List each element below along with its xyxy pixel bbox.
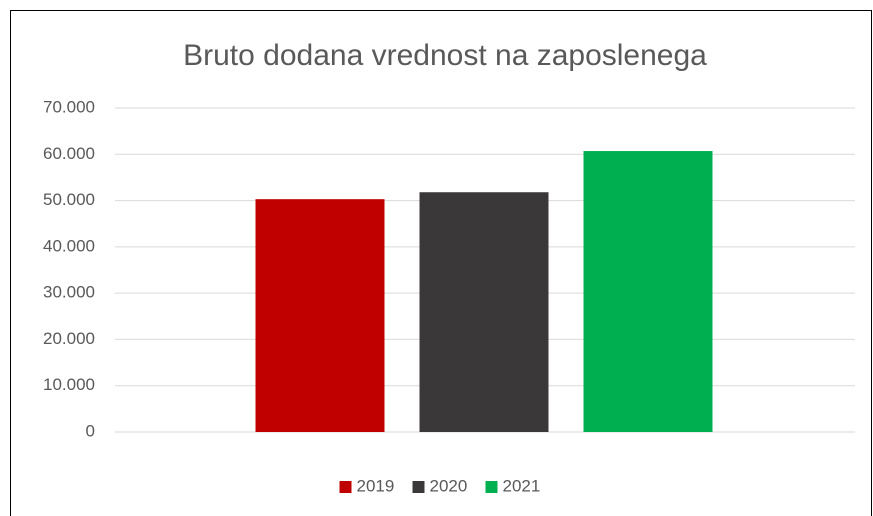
y-tick-label: 40.000 bbox=[43, 236, 95, 255]
legend-swatch bbox=[412, 481, 425, 493]
y-tick-label: 70.000 bbox=[43, 97, 95, 116]
y-tick-label: 10.000 bbox=[43, 375, 95, 394]
legend-label: 2019 bbox=[357, 476, 395, 495]
legend-swatch bbox=[339, 481, 352, 493]
legend-label: 2020 bbox=[430, 476, 468, 495]
bar bbox=[255, 199, 385, 432]
bar bbox=[419, 192, 549, 432]
y-tick-label: 60.000 bbox=[43, 144, 95, 163]
y-tick-label: 20.000 bbox=[43, 329, 95, 348]
chart-title: Bruto dodana vrednost na zaposlenega bbox=[183, 39, 707, 72]
legend-swatch bbox=[485, 481, 498, 493]
legend-label: 2021 bbox=[503, 476, 541, 495]
y-tick-label: 30.000 bbox=[43, 283, 95, 302]
y-tick-label: 50.000 bbox=[43, 190, 95, 209]
bar bbox=[583, 151, 713, 432]
y-tick-label: 0 bbox=[86, 421, 95, 440]
